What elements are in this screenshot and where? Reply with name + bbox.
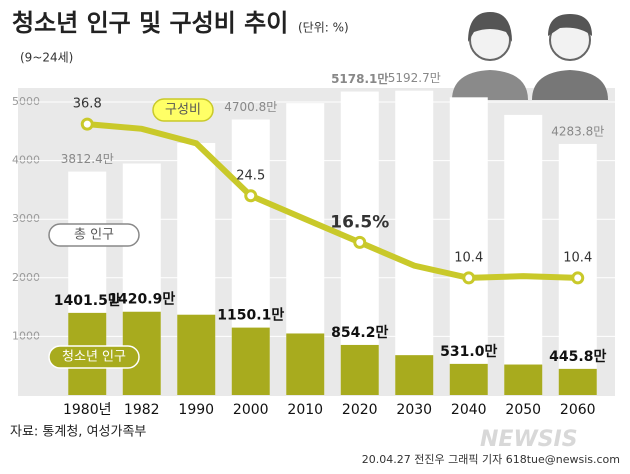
x-tick-label: 2020	[342, 402, 378, 418]
x-tick-label: 2050	[505, 402, 541, 418]
ratio-dot	[244, 189, 258, 203]
youth-bar	[340, 344, 379, 395]
value-label: 24.5	[236, 168, 265, 183]
credit: 20.04.27 전진우 그래픽 기자 618tue@newsis.com	[362, 453, 620, 466]
value-label: 3812.4만	[61, 152, 114, 166]
ratio-dot	[462, 271, 476, 285]
value-label: 5178.1만	[331, 71, 388, 86]
value-label: 16.5%	[330, 212, 389, 232]
subtitle: (9~24세)	[20, 51, 73, 65]
youth-bar	[449, 363, 488, 395]
legend-label: 구성비	[165, 103, 201, 118]
total-bar	[395, 90, 434, 396]
x-tick-label: 2000	[233, 402, 269, 418]
youth-bar	[231, 327, 270, 395]
total-bar	[558, 143, 597, 395]
legend-box	[48, 223, 140, 247]
x-tick-label: 2040	[451, 402, 487, 418]
people-icon	[452, 12, 608, 100]
watermark: NEWSIS	[480, 427, 578, 452]
value-label: 1401.5만	[54, 293, 121, 309]
youth-bar	[177, 314, 216, 395]
x-tick-label: 2010	[287, 402, 323, 418]
value-label: 5192.7만	[388, 71, 441, 85]
unit-label: (단위: %)	[298, 21, 349, 35]
youth-bar	[558, 368, 597, 395]
x-tick-label: 2030	[396, 402, 432, 418]
legend-box	[48, 345, 140, 369]
source: 자료: 통계청, 여성가족부	[10, 425, 146, 440]
x-tick-label: 1982	[124, 402, 160, 418]
x-tick-label: 2060	[560, 402, 596, 418]
total-bar	[449, 97, 488, 395]
ratio-dot	[571, 271, 585, 285]
ratio-line	[86, 121, 578, 281]
value-label: 10.4	[563, 250, 592, 265]
value-label: 4700.8만	[224, 100, 277, 114]
legend-label: 청소년 인구	[62, 350, 126, 365]
ratio-dot	[80, 117, 94, 131]
value-label: 4283.8만	[551, 124, 604, 138]
total-bar	[504, 114, 543, 395]
value-label: 445.8만	[549, 349, 606, 365]
youth-bar	[504, 364, 543, 395]
value-label: 531.0만	[440, 344, 497, 360]
chart-title: 청소년 인구 및 구성비 추이	[12, 9, 288, 37]
value-label: 1150.1만	[217, 308, 284, 324]
x-tick-label: 1980년	[63, 402, 112, 418]
value-label: 1420.9만	[108, 292, 175, 308]
value-label: 36.8	[73, 97, 102, 112]
value-label: 10.4	[454, 250, 483, 265]
legend-label: 총 인구	[74, 228, 114, 243]
youth-bar	[286, 333, 325, 395]
ratio-dot	[353, 235, 367, 249]
legend-box	[152, 98, 214, 122]
value-label: 854.2만	[331, 325, 388, 341]
youth-bar	[395, 355, 434, 395]
x-tick-label: 1990	[178, 402, 214, 418]
